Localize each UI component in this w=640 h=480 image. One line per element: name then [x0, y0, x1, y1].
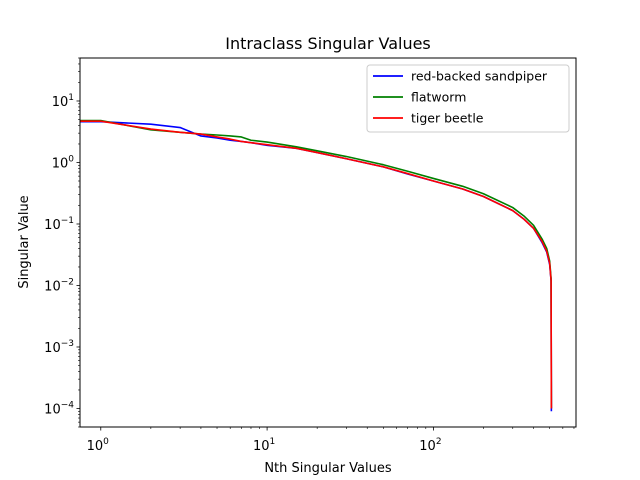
legend-label-2: tiger beetle [411, 111, 484, 126]
y-tick-label: 100 [52, 154, 75, 171]
series-line-2 [80, 120, 553, 409]
legend: red-backed sandpiper flatworm tiger beetle [366, 64, 570, 133]
x-tick-label: 101 [253, 437, 275, 454]
x-tick-label: 102 [419, 437, 441, 454]
y-axis-label: Singular Value [17, 195, 32, 288]
y-tick-label: 10−4 [44, 400, 74, 417]
y-tick-label: 101 [52, 93, 74, 110]
legend-box [366, 64, 570, 133]
y-tick-label: 10−3 [44, 339, 74, 356]
y-axis: 10−4 10−3 10−2 10−1 100 101 [44, 57, 80, 428]
chart-title: Intraclass Singular Values [225, 34, 431, 53]
y-tick-label: 10−2 [44, 277, 74, 294]
legend-label-0: red-backed sandpiper [411, 69, 548, 84]
series-lines [80, 119, 553, 412]
x-axis: 100 101 102 [87, 427, 575, 454]
x-axis-label: Nth Singular Values [264, 461, 392, 476]
x-tick-label: 100 [87, 437, 110, 454]
legend-label-1: flatworm [411, 90, 466, 105]
y-tick-label: 10−1 [44, 216, 74, 233]
